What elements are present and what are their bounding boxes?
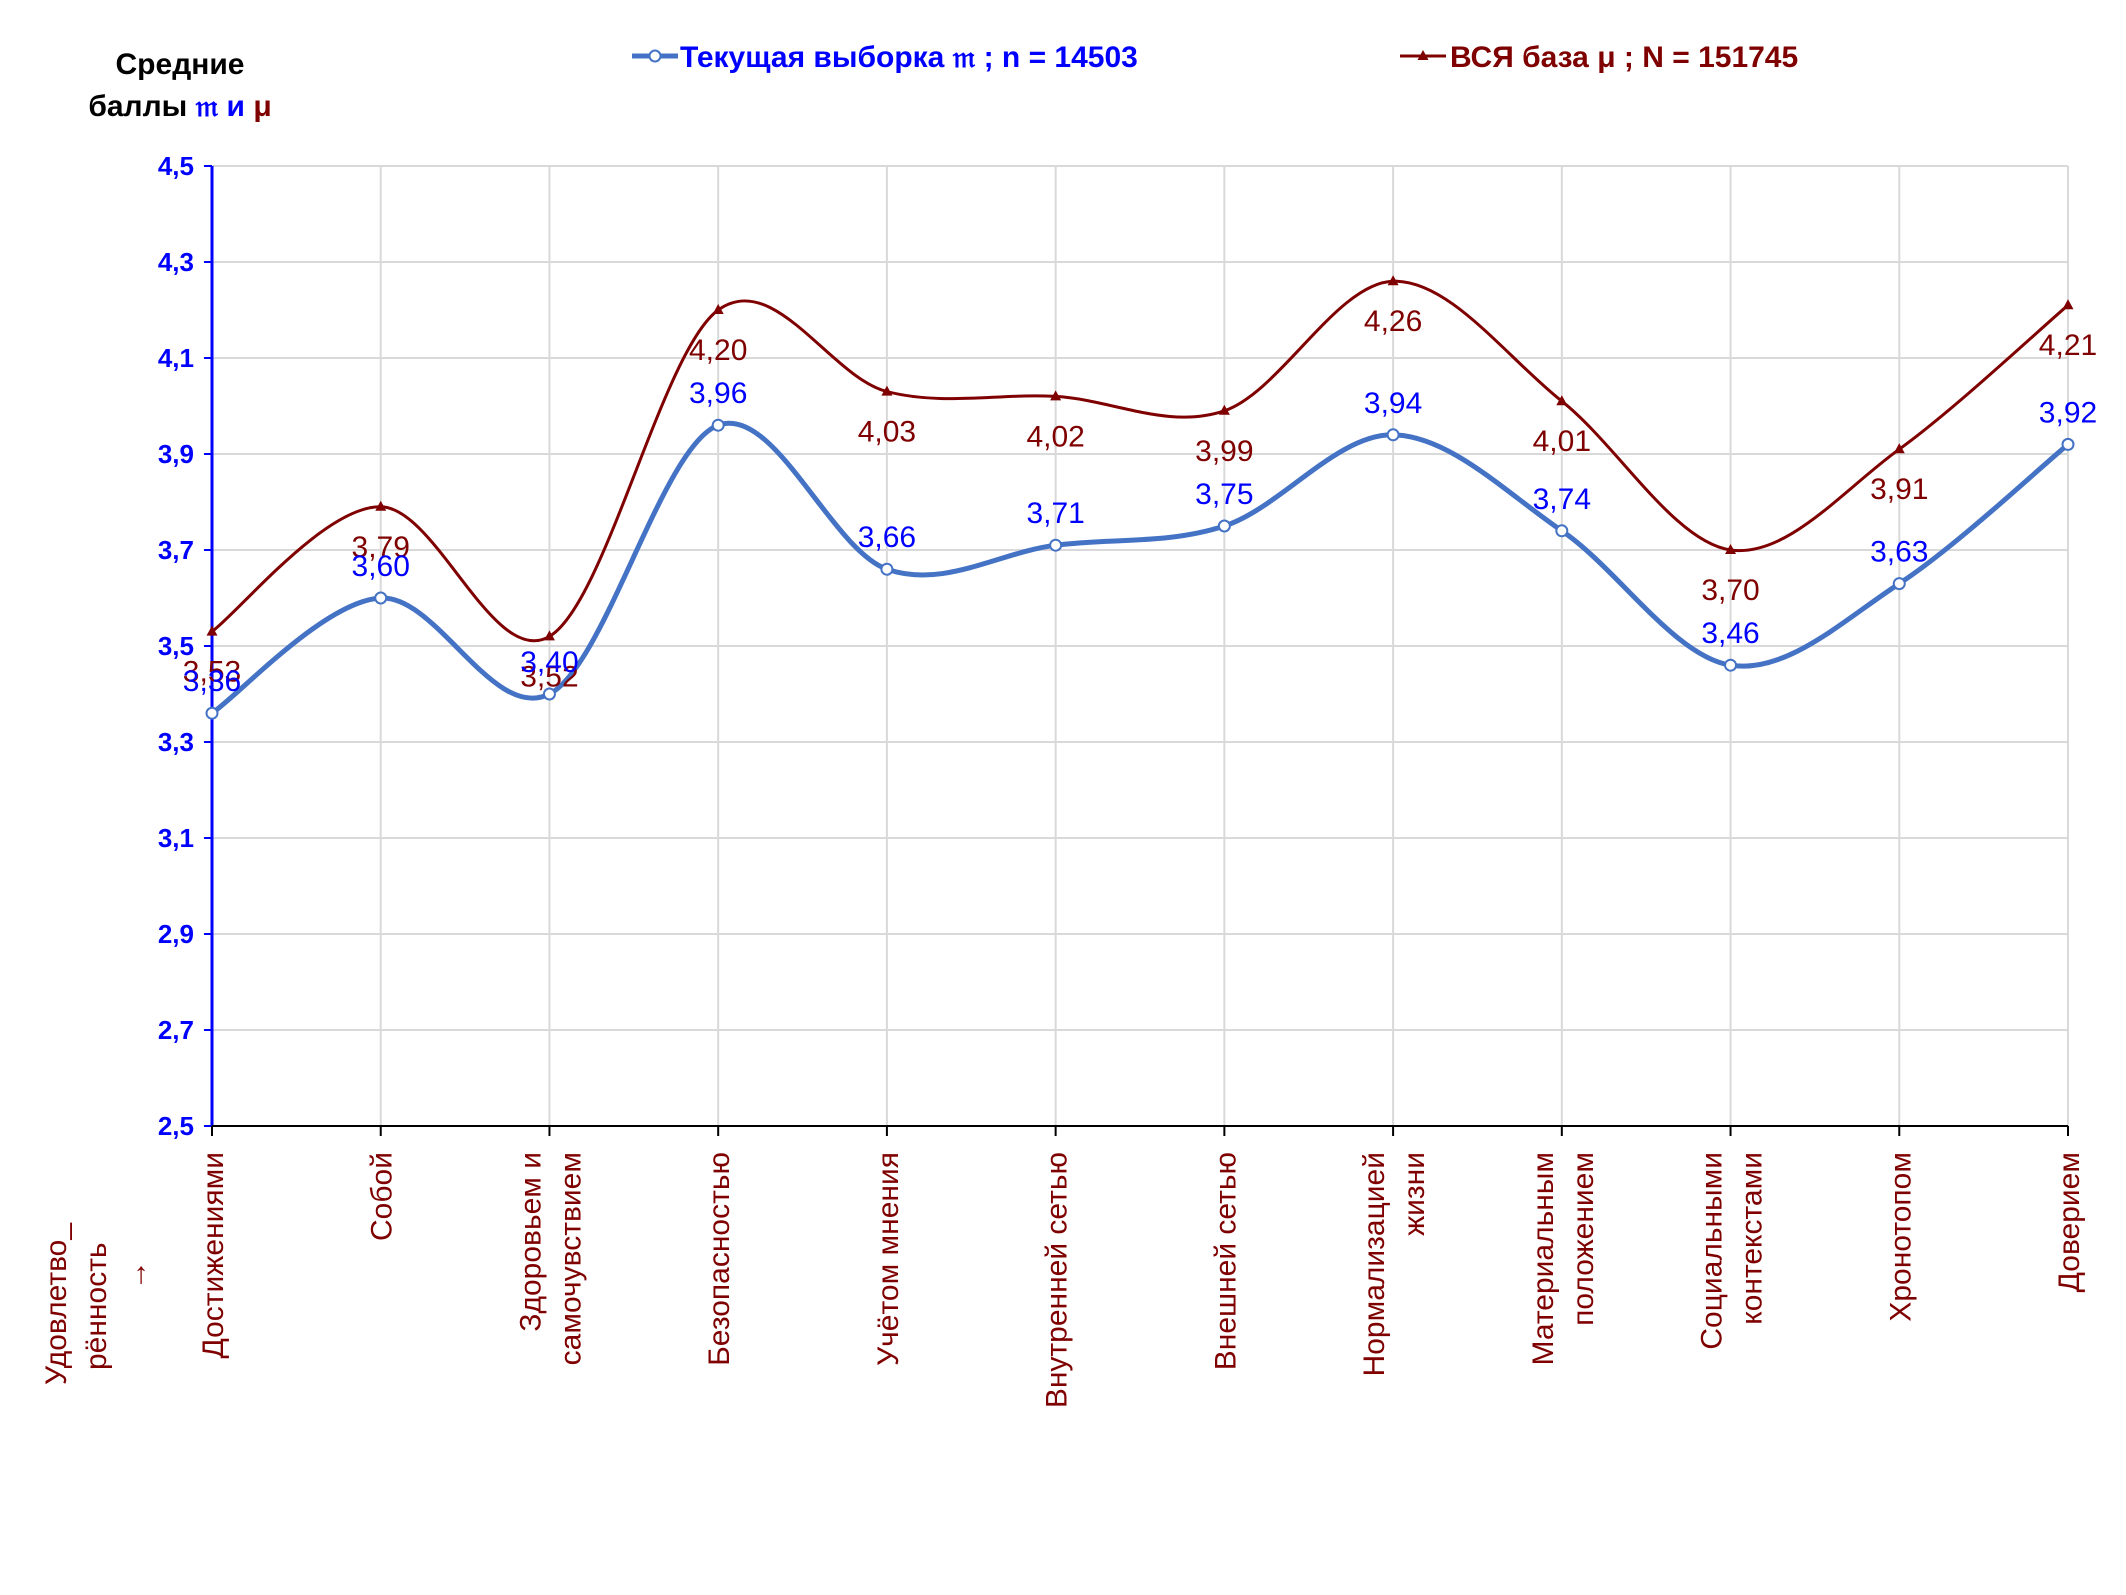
legend-current-label: Текущая выборка 𝔪 ; n = 14503 <box>680 41 1138 74</box>
x-axis-caption: → <box>120 1260 153 1290</box>
series-base-data-label: 3,91 <box>1870 473 1928 506</box>
series-current-data-label: 3,94 <box>1364 387 1422 420</box>
series-base-marker <box>1893 443 1905 454</box>
series-base-marker <box>1050 390 1062 401</box>
series-current-data-label: 3,74 <box>1533 483 1591 516</box>
y-tick-label: 4,3 <box>158 247 194 277</box>
series-base-data-label: 3,52 <box>520 660 578 693</box>
y-tick-label: 3,7 <box>158 535 194 565</box>
series-base-data-label: 3,70 <box>1701 574 1759 607</box>
series-base-data-label: 4,21 <box>2039 329 2097 362</box>
x-category-label: Внутренней сетью <box>1041 1152 1074 1408</box>
series-base-data-label: 4,26 <box>1364 305 1422 338</box>
series-current-data-label: 3,66 <box>858 521 916 554</box>
y-title-prefix: баллы <box>88 90 188 123</box>
legend-current-swatch-marker <box>648 49 662 63</box>
y-tick-label: 3,1 <box>158 823 194 853</box>
x-category-label: Социальными <box>1696 1152 1729 1350</box>
series-current-marker <box>880 562 894 576</box>
legend-base-label: ВСЯ база μ ; N = 151745 <box>1450 41 1798 74</box>
x-category-label: Материальным <box>1527 1152 1560 1365</box>
x-axis-caption: Удовлетво_ <box>40 1222 73 1385</box>
series-base-marker <box>2062 299 2074 310</box>
series-current-data-label: 3,75 <box>1195 478 1253 511</box>
series-current-marker <box>205 706 219 720</box>
series-current-marker <box>711 418 725 432</box>
series-base-line <box>211 279 2069 643</box>
series-current-marker <box>1892 577 1906 591</box>
series-base-marker <box>543 630 555 641</box>
series-current-marker <box>374 591 388 605</box>
series-current-marker <box>542 687 556 701</box>
x-category-label: Нормализацией <box>1358 1152 1391 1376</box>
y-tick-label: 3,5 <box>158 631 194 661</box>
y-title-sym-current: 𝔪 <box>195 90 219 123</box>
series-base-data-label: 3,53 <box>183 656 241 689</box>
series-current-data-label: 3,60 <box>352 550 410 583</box>
y-tick-label: 4,1 <box>158 343 194 373</box>
series-base-data-label: 4,03 <box>858 416 916 449</box>
series-base-marker <box>1218 404 1230 415</box>
series-base-marker <box>1387 275 1399 286</box>
series-current-data-label: 3,36 <box>183 665 241 698</box>
series-current-marker <box>1555 524 1569 538</box>
series-base-data-label: 4,01 <box>1533 425 1591 458</box>
series-current-marker <box>1217 519 1231 533</box>
legend-base-swatch-marker <box>1417 50 1429 60</box>
series-base-marker <box>375 500 387 511</box>
series-base-marker <box>881 385 893 396</box>
x-category-label: Достижениями <box>197 1152 230 1359</box>
series-base-marker <box>206 625 218 636</box>
series-current-data-label: 3,92 <box>2039 396 2097 429</box>
series-base-marker <box>712 304 724 314</box>
y-title-line2: баллы 𝔪 и μ <box>80 86 280 128</box>
series-current-marker <box>2061 437 2075 451</box>
y-tick-label: 4,5 <box>158 151 194 181</box>
series-current-marker <box>1049 538 1063 552</box>
series-base-data-label: 4,02 <box>1026 420 1084 453</box>
y-title-line1: Средние <box>115 48 245 81</box>
series-base-marker <box>1725 544 1737 554</box>
y-title-conj: и <box>226 90 245 123</box>
x-category-label: Хронотопом <box>1884 1152 1917 1322</box>
series-current-data-label: 3,63 <box>1870 536 1928 569</box>
series-base-data-label: 3,99 <box>1195 435 1253 468</box>
series-base-marker <box>1556 395 1568 406</box>
series-current-data-label: 3,71 <box>1026 497 1084 530</box>
x-category-label: самочувствием <box>554 1152 587 1365</box>
x-category-label: контекстами <box>1736 1152 1769 1325</box>
series-current-data-label: 3,40 <box>520 646 578 679</box>
x-category-label: Доверием <box>2053 1152 2086 1292</box>
x-axis-caption: рённость <box>80 1242 113 1370</box>
series-current-marker <box>1724 658 1738 672</box>
y-tick-label: 2,9 <box>158 919 194 949</box>
series-current-data-label: 3,46 <box>1701 617 1759 650</box>
series-current-marker <box>1386 428 1400 442</box>
x-category-label: Внешней сетью <box>1209 1152 1242 1370</box>
x-category-label: жизни <box>1398 1152 1431 1236</box>
y-title-sym-base: μ <box>253 90 272 123</box>
y-axis-title: Средние баллы 𝔪 и μ <box>80 44 280 128</box>
x-category-label: Собой <box>366 1152 399 1241</box>
series-base-data-label: 3,79 <box>352 531 410 564</box>
series-current-line <box>210 420 2070 716</box>
y-tick-label: 2,7 <box>158 1015 194 1045</box>
y-tick-label: 3,3 <box>158 727 194 757</box>
series-current-data-label: 3,96 <box>689 377 747 410</box>
y-tick-label: 2,5 <box>158 1111 194 1141</box>
x-category-label: Безопасностью <box>703 1152 736 1366</box>
y-tick-label: 3,9 <box>158 439 194 469</box>
x-category-label: Учётом мнения <box>872 1152 905 1366</box>
x-category-label: Здоровьем и <box>514 1152 547 1332</box>
x-category-label: положением <box>1567 1152 1600 1326</box>
series-base-data-label: 4,20 <box>689 334 747 367</box>
